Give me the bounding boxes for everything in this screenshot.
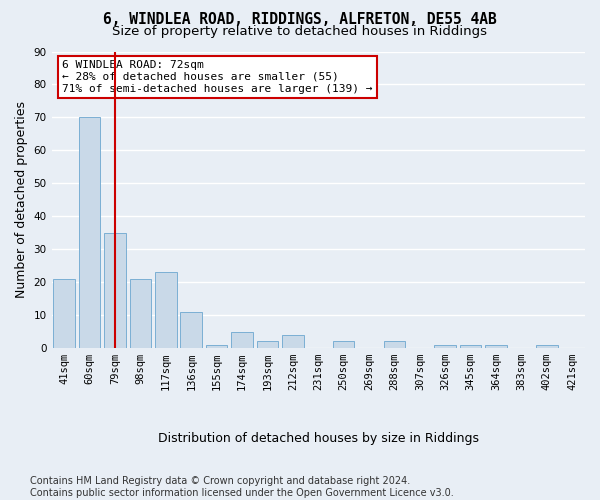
Text: Size of property relative to detached houses in Riddings: Size of property relative to detached ho… [113, 24, 487, 38]
Bar [104, 232, 126, 348]
Bar [383, 342, 405, 348]
Bar [181, 312, 202, 348]
Bar [130, 279, 151, 348]
Bar [231, 332, 253, 348]
Bar [206, 344, 227, 348]
Bar [485, 344, 507, 348]
Bar [460, 344, 481, 348]
Bar [53, 279, 75, 348]
Bar [155, 272, 176, 348]
X-axis label: Distribution of detached houses by size in Riddings: Distribution of detached houses by size … [158, 432, 479, 445]
Bar [536, 344, 557, 348]
Bar [79, 118, 100, 348]
Bar [434, 344, 456, 348]
Text: 6 WINDLEA ROAD: 72sqm
← 28% of detached houses are smaller (55)
71% of semi-deta: 6 WINDLEA ROAD: 72sqm ← 28% of detached … [62, 60, 373, 94]
Bar [333, 342, 355, 348]
Bar [257, 342, 278, 348]
Y-axis label: Number of detached properties: Number of detached properties [15, 101, 28, 298]
Bar [282, 335, 304, 348]
Text: 6, WINDLEA ROAD, RIDDINGS, ALFRETON, DE55 4AB: 6, WINDLEA ROAD, RIDDINGS, ALFRETON, DE5… [103, 12, 497, 28]
Text: Contains HM Land Registry data © Crown copyright and database right 2024.
Contai: Contains HM Land Registry data © Crown c… [30, 476, 454, 498]
